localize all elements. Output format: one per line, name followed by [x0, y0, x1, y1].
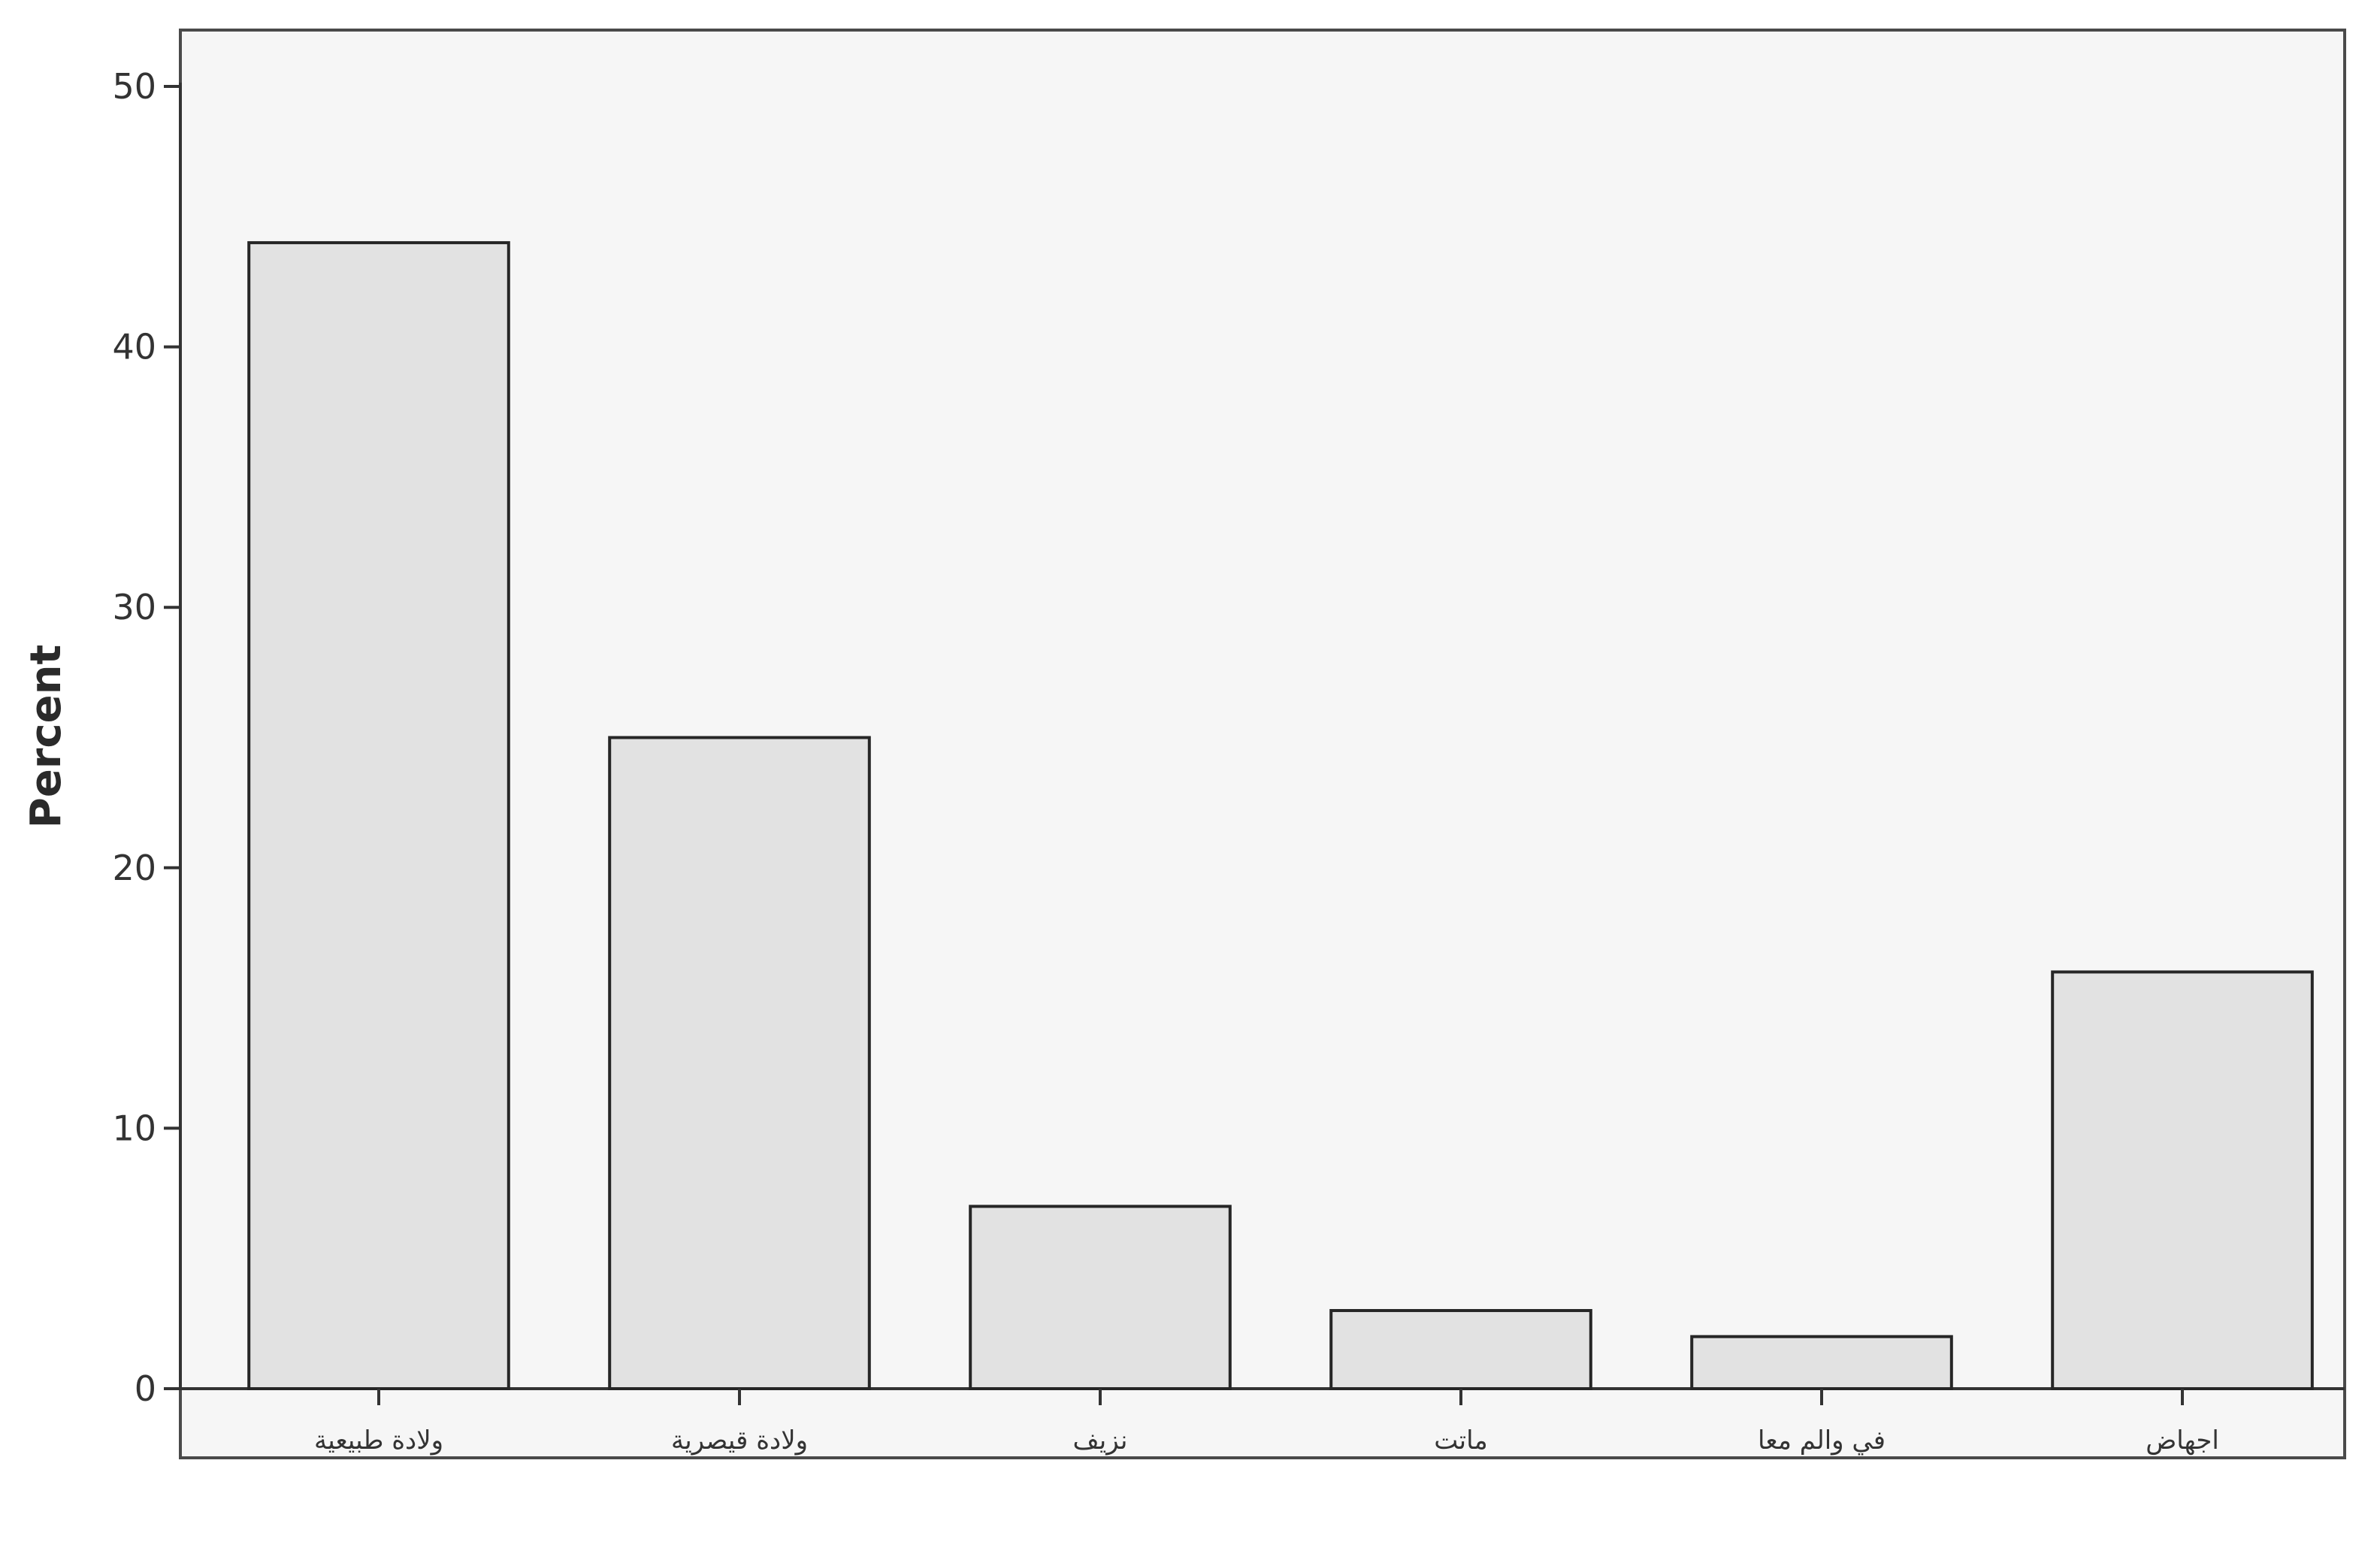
y-axis-ticks: 0 10 20 30 40 50	[112, 66, 180, 1409]
plot-frame	[179, 29, 2346, 1459]
y-tick-label: 0	[135, 1368, 156, 1409]
x-category-label: ماتت	[1434, 1426, 1487, 1456]
x-category-label: نزيف	[1073, 1426, 1128, 1456]
y-tick-label: 10	[112, 1108, 156, 1148]
bar-3	[969, 1205, 1232, 1390]
x-category-label: اجهاض	[2146, 1426, 2219, 1456]
bar-1	[247, 240, 510, 1391]
y-tick-label: 50	[112, 66, 156, 107]
bar-6	[2051, 970, 2314, 1390]
x-category-label: ولادة قيصرية	[671, 1426, 808, 1456]
y-axis-title: Percent	[22, 645, 71, 828]
y-tick-label: 30	[112, 587, 156, 627]
bar-5	[1690, 1335, 1953, 1391]
bar-4	[1329, 1309, 1592, 1391]
y-tick-label: 40	[112, 327, 156, 367]
bar-2	[608, 736, 871, 1390]
y-tick-label: 20	[112, 848, 156, 888]
x-category-label: ولادة طبيعية	[314, 1426, 443, 1456]
x-axis-labels: ولادة طبيعية ولادة قيصرية نزيف ماتت في والم …	[314, 1389, 2219, 1456]
x-category-label: في والم معا	[1758, 1426, 1886, 1456]
bars	[247, 240, 2314, 1391]
